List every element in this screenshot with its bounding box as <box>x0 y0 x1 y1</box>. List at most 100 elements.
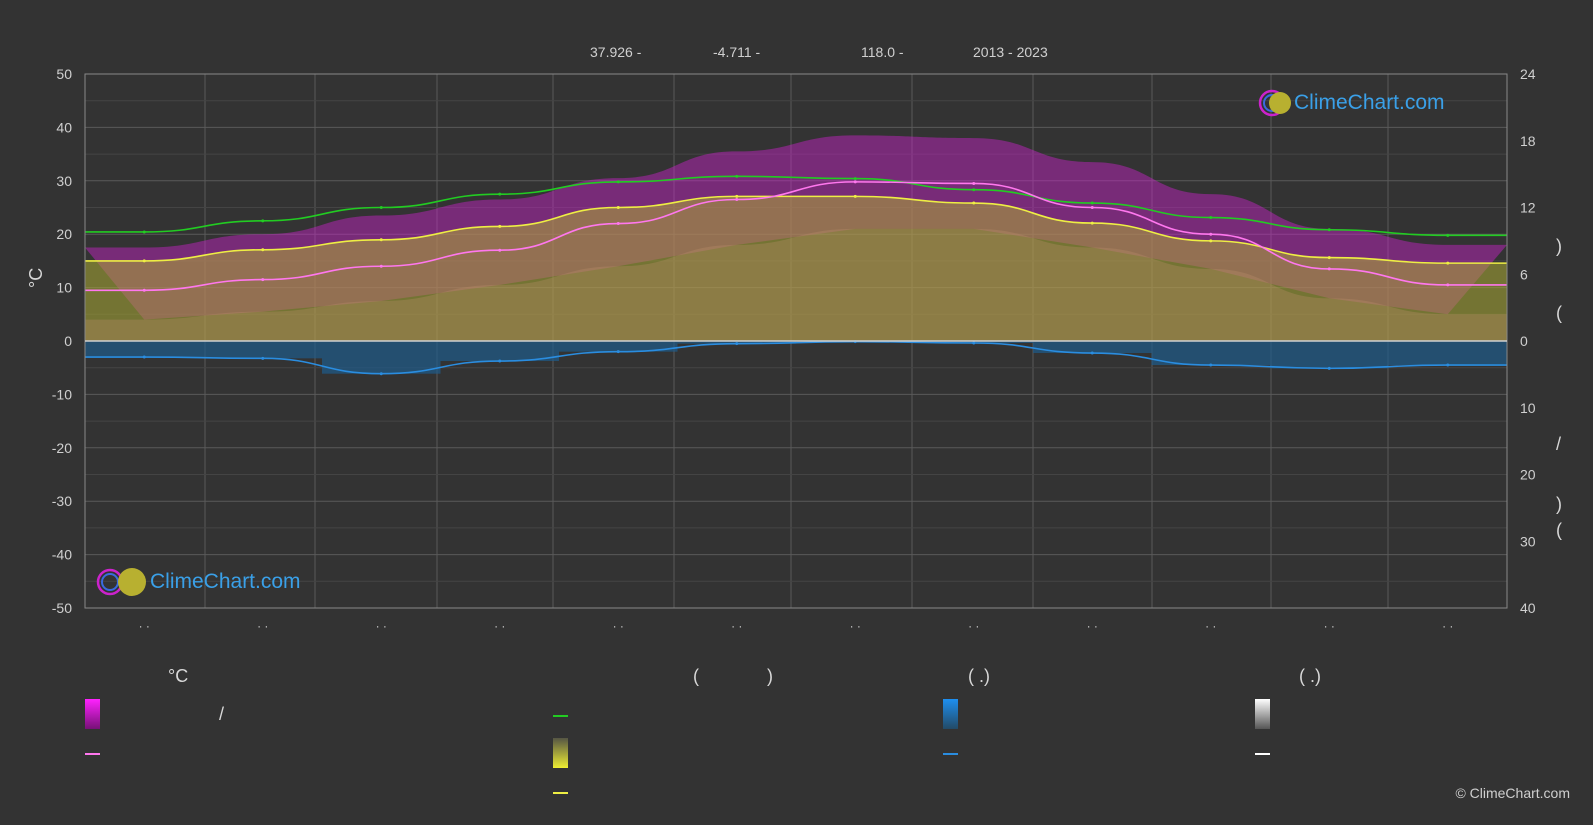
mean-temp-point <box>379 264 383 268</box>
right-top-tick-label: 12 <box>1520 200 1536 216</box>
left-tick-label: -30 <box>52 493 72 509</box>
legend-snow-swatch <box>1255 699 1270 729</box>
mean-temp-point <box>853 180 857 184</box>
daylight-line <box>85 175 1507 237</box>
legend-col4-title: ( .) <box>1299 666 1321 686</box>
mean-temp-point <box>261 278 265 282</box>
axes: 50 40 30 20 10 0 -10 -20 -30 -40 -50 24 18 12 6 0 10 20 30… <box>52 66 1536 633</box>
month-tick-label: · · <box>1205 619 1216 633</box>
sunshine-point <box>498 224 502 228</box>
precip-bar <box>1270 341 1389 369</box>
precip-point <box>972 341 976 345</box>
month-tick-label: · · <box>731 619 742 633</box>
left-axis-unit: °C <box>26 267 46 288</box>
left-tick-label: -40 <box>52 547 72 563</box>
precip-point <box>735 342 739 346</box>
daylight-point <box>1446 233 1450 237</box>
legend-daylight-swatch <box>553 715 568 717</box>
right-bottom-tick-label: 40 <box>1520 600 1536 616</box>
legend-col2-title-open: ( <box>693 666 699 686</box>
latitude-label: 37.926 - <box>590 44 642 60</box>
brand-logo-bottom[interactable]: ClimeChart.com <box>96 566 326 598</box>
precip-point <box>616 350 620 354</box>
precip-bar <box>1033 341 1152 354</box>
month-tick-label: · · <box>257 619 268 633</box>
right-top-tick-label: 18 <box>1520 133 1536 149</box>
left-tick-label: -50 <box>52 600 72 616</box>
precip-point <box>498 359 502 363</box>
daylight-point <box>972 188 976 192</box>
month-tick-label: · · <box>139 619 150 633</box>
sunshine-point <box>853 194 857 198</box>
right-axis-top-mark-close: ) <box>1556 236 1562 256</box>
sunshine-point <box>1209 239 1213 243</box>
right-top-tick-label: 24 <box>1520 66 1536 82</box>
right-axis-bottom-mark-slash: / <box>1556 434 1562 454</box>
left-tick-label: 40 <box>56 119 72 135</box>
mean-temp-point <box>1327 267 1331 271</box>
right-axis-bottom-mark-close: ) <box>1556 494 1562 514</box>
right-top-tick-label: 0 <box>1520 333 1528 349</box>
left-tick-label: -10 <box>52 386 72 402</box>
right-axis-top-mark-open: ( <box>1556 303 1562 323</box>
month-tick-label: · · <box>968 619 979 633</box>
legend-sunshine-line-swatch <box>553 792 568 794</box>
left-tick-label: 10 <box>56 280 72 296</box>
precip-bar <box>322 341 441 374</box>
sunshine-line <box>85 195 1507 264</box>
precip-bar <box>85 341 204 358</box>
legend-col1-title: °C <box>168 666 189 686</box>
climechart-logo-icon <box>96 568 146 596</box>
precip-bar <box>440 341 559 362</box>
brand-logo-top[interactable]: ClimeChart.com <box>1258 88 1488 120</box>
brand-text-top: ClimeChart.com <box>1294 91 1445 114</box>
legend-col1-slash: / <box>219 704 225 724</box>
right-bottom-tick-label: 20 <box>1520 467 1536 483</box>
left-tick-label: -20 <box>52 440 72 456</box>
climechart-logo-icon <box>1258 89 1291 117</box>
legend-snow-line-swatch <box>1255 753 1270 755</box>
mean-temp-point <box>498 248 502 252</box>
month-tick-label: · · <box>1442 619 1453 633</box>
sunshine-point <box>379 238 383 242</box>
legend-temp-range-swatch <box>85 699 100 729</box>
sunshine-point <box>1446 261 1450 265</box>
mean-temp-point <box>972 181 976 185</box>
precip-bar <box>1388 341 1507 366</box>
left-tick-label: 50 <box>56 66 72 82</box>
legend-mean-temp-swatch <box>85 753 100 755</box>
legend-col3-title: ( .) <box>968 666 990 686</box>
sunshine-point <box>261 248 265 252</box>
precip-bar <box>203 341 322 359</box>
series-lines <box>85 174 1507 376</box>
right-top-tick-label: 6 <box>1520 266 1528 282</box>
precip-point <box>261 356 265 360</box>
brand-text-bottom: ClimeChart.com <box>150 570 301 593</box>
left-tick-label: 30 <box>56 173 72 189</box>
elevation-label: 118.0 - <box>861 44 904 60</box>
month-tick-label: · · <box>494 619 505 633</box>
mean-temp-line <box>85 181 1507 292</box>
right-bottom-tick-label: 30 <box>1520 533 1536 549</box>
month-tick-label: · · <box>850 619 861 633</box>
daylight-point <box>853 177 857 181</box>
copyright-text: © ClimeChart.com <box>1455 785 1570 801</box>
daylight-point <box>616 180 620 184</box>
precip-point <box>1446 363 1450 367</box>
mean-temp-point <box>1090 206 1094 209</box>
month-tick-label: · · <box>376 619 387 633</box>
year-range-label: 2013 - 2023 <box>973 44 1048 60</box>
mean-temp-point <box>1209 232 1213 236</box>
sunshine-point <box>972 201 976 205</box>
legend-sunshine-swatch <box>553 738 568 768</box>
legend-precip-swatch <box>943 699 958 729</box>
left-tick-label: 0 <box>64 333 72 349</box>
daylight-point <box>1327 228 1331 232</box>
daylight-point <box>379 206 383 209</box>
sunshine-point <box>142 259 146 263</box>
precip-point <box>142 355 146 359</box>
longitude-label: -4.711 - <box>713 44 761 60</box>
daylight-point <box>498 192 502 196</box>
right-bottom-tick-label: 10 <box>1520 400 1536 416</box>
